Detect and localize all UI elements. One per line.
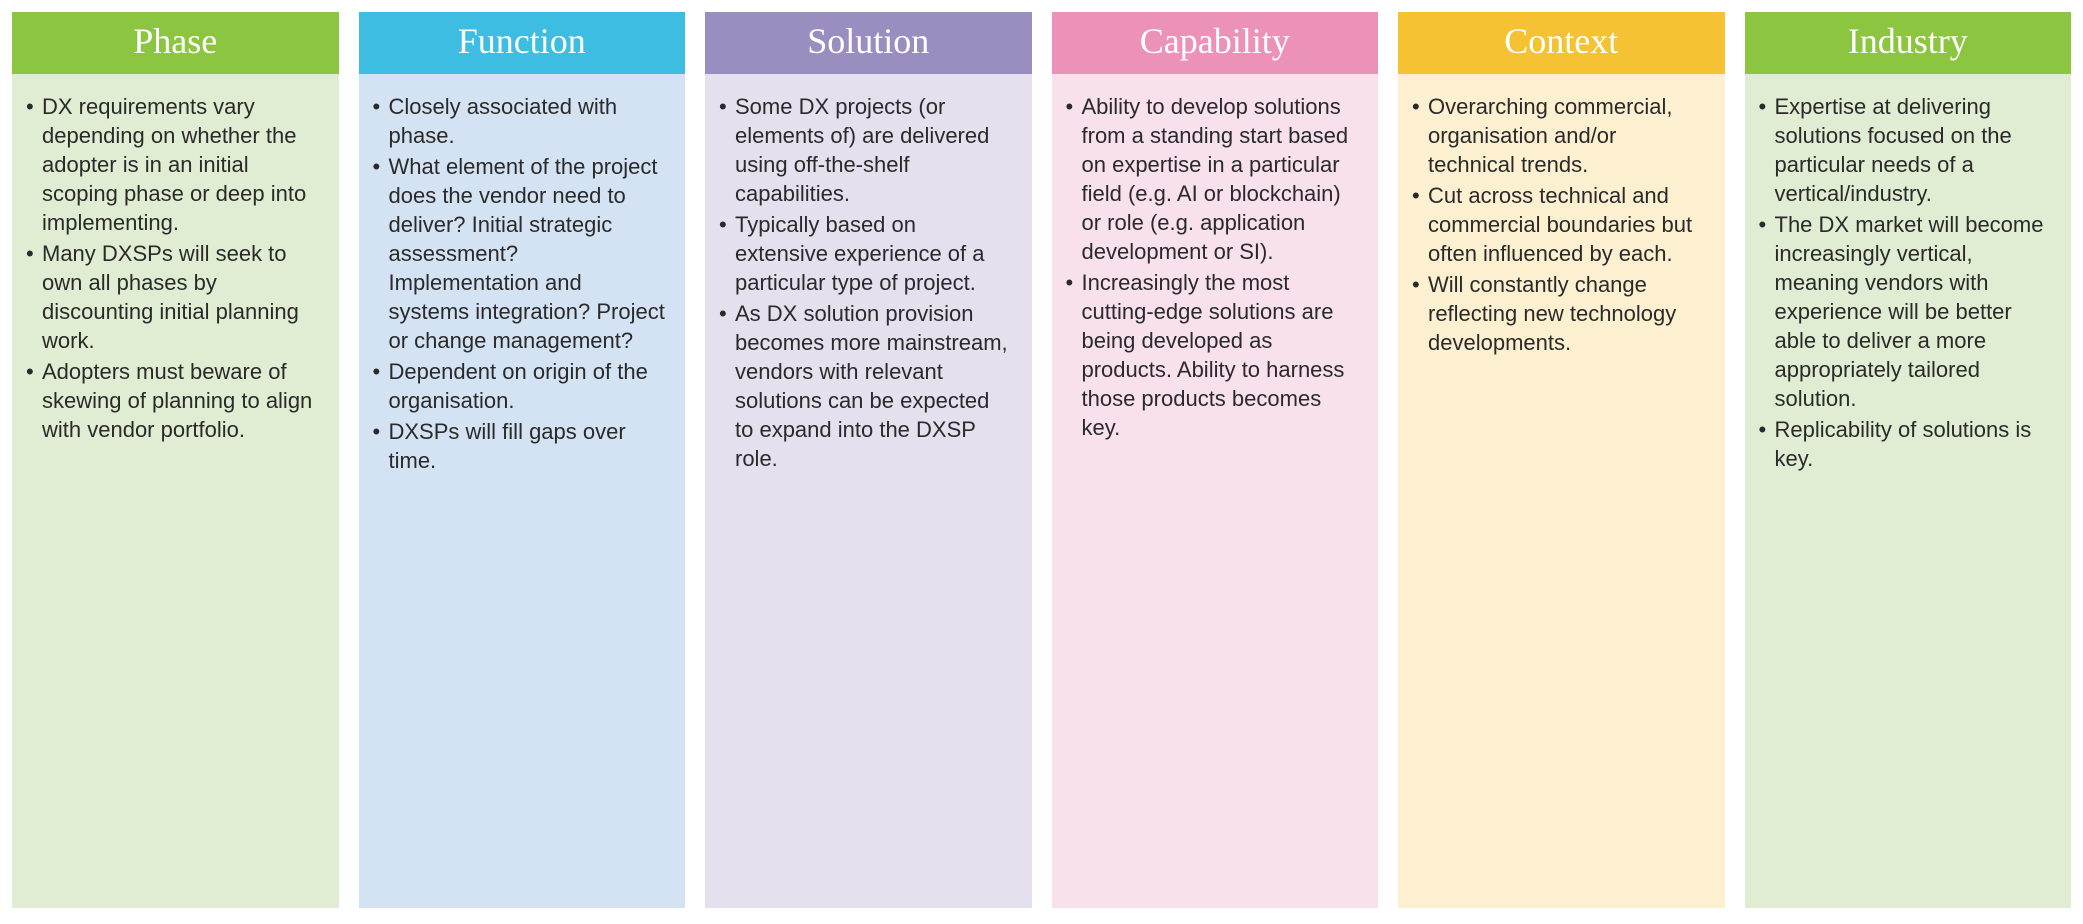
card-body: Ability to develop solutions from a stan… (1052, 74, 1379, 908)
card-header: Context (1398, 12, 1725, 74)
list-item: The DX market will become increasingly v… (1757, 210, 2054, 413)
bullet-list: Expertise at delivering solutions focuse… (1757, 92, 2054, 473)
card-body: Closely associated with phase.What eleme… (359, 74, 686, 908)
bullet-list: Some DX projects (or elements of) are de… (717, 92, 1014, 473)
card-header: Capability (1052, 12, 1379, 74)
card-body: DX requirements vary depending on whethe… (12, 74, 339, 908)
list-item: Overarching commercial, organisation and… (1410, 92, 1707, 179)
bullet-list: Ability to develop solutions from a stan… (1064, 92, 1361, 442)
card-body: Overarching commercial, organisation and… (1398, 74, 1725, 908)
card-header: Phase (12, 12, 339, 74)
list-item: DXSPs will fill gaps over time. (371, 417, 668, 475)
list-item: Many DXSPs will seek to own all phases b… (24, 239, 321, 355)
card-body: Expertise at delivering solutions focuse… (1745, 74, 2072, 908)
bullet-list: Closely associated with phase.What eleme… (371, 92, 668, 475)
list-item: Expertise at delivering solutions focuse… (1757, 92, 2054, 208)
card-capability: Capability Ability to develop solutions f… (1052, 12, 1379, 908)
list-item: Closely associated with phase. (371, 92, 668, 150)
list-item: Dependent on origin of the organisation. (371, 357, 668, 415)
list-item: What element of the project does the ven… (371, 152, 668, 355)
list-item: Will constantly change reflecting new te… (1410, 270, 1707, 357)
card-header: Solution (705, 12, 1032, 74)
card-context: Context Overarching commercial, organisat… (1398, 12, 1725, 908)
list-item: Adopters must beware of skewing of plann… (24, 357, 321, 444)
card-industry: Industry Expertise at delivering solution… (1745, 12, 2072, 908)
card-body: Some DX projects (or elements of) are de… (705, 74, 1032, 908)
cards-grid: Phase DX requirements vary depending on w… (12, 12, 2071, 908)
list-item: As DX solution provision becomes more ma… (717, 299, 1014, 473)
list-item: Replicability of solutions is key. (1757, 415, 2054, 473)
list-item: Increasingly the most cutting-edge solut… (1064, 268, 1361, 442)
bullet-list: DX requirements vary depending on whethe… (24, 92, 321, 444)
card-header: Function (359, 12, 686, 74)
card-header: Industry (1745, 12, 2072, 74)
list-item: Some DX projects (or elements of) are de… (717, 92, 1014, 208)
list-item: Typically based on extensive experience … (717, 210, 1014, 297)
list-item: DX requirements vary depending on whethe… (24, 92, 321, 237)
list-item: Cut across technical and commercial boun… (1410, 181, 1707, 268)
card-phase: Phase DX requirements vary depending on w… (12, 12, 339, 908)
bullet-list: Overarching commercial, organisation and… (1410, 92, 1707, 357)
card-function: Function Closely associated with phase.Wh… (359, 12, 686, 908)
card-solution: Solution Some DX projects (or elements of… (705, 12, 1032, 908)
list-item: Ability to develop solutions from a stan… (1064, 92, 1361, 266)
